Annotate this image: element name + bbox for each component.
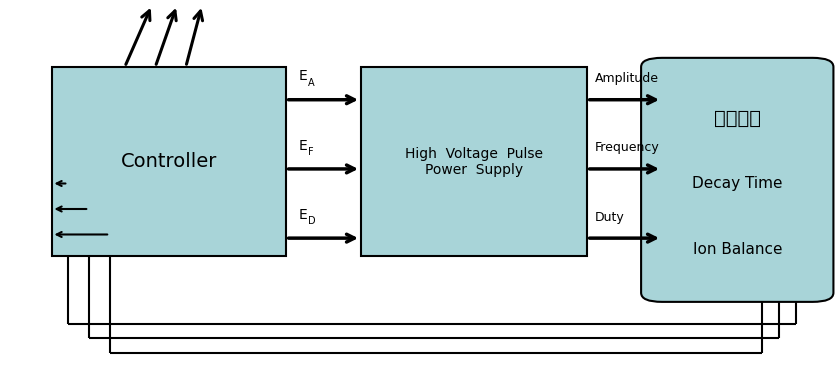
Text: Duty: Duty — [595, 211, 625, 224]
Text: 제전거리: 제전거리 — [714, 108, 761, 127]
Text: Decay Time: Decay Time — [692, 176, 783, 191]
Text: Frequency: Frequency — [595, 141, 659, 155]
Text: E: E — [298, 69, 307, 83]
Text: F: F — [308, 147, 314, 157]
Text: E: E — [298, 208, 307, 222]
Text: Amplitude: Amplitude — [595, 72, 659, 85]
Text: High  Voltage  Pulse
Power  Supply: High Voltage Pulse Power Supply — [405, 146, 543, 177]
Text: A: A — [308, 78, 315, 88]
FancyBboxPatch shape — [361, 67, 586, 256]
FancyBboxPatch shape — [641, 58, 833, 302]
FancyBboxPatch shape — [51, 67, 286, 256]
Text: Controller: Controller — [121, 152, 216, 171]
Text: E: E — [298, 138, 307, 153]
Text: Ion Balance: Ion Balance — [692, 241, 782, 257]
Text: D: D — [308, 216, 316, 226]
